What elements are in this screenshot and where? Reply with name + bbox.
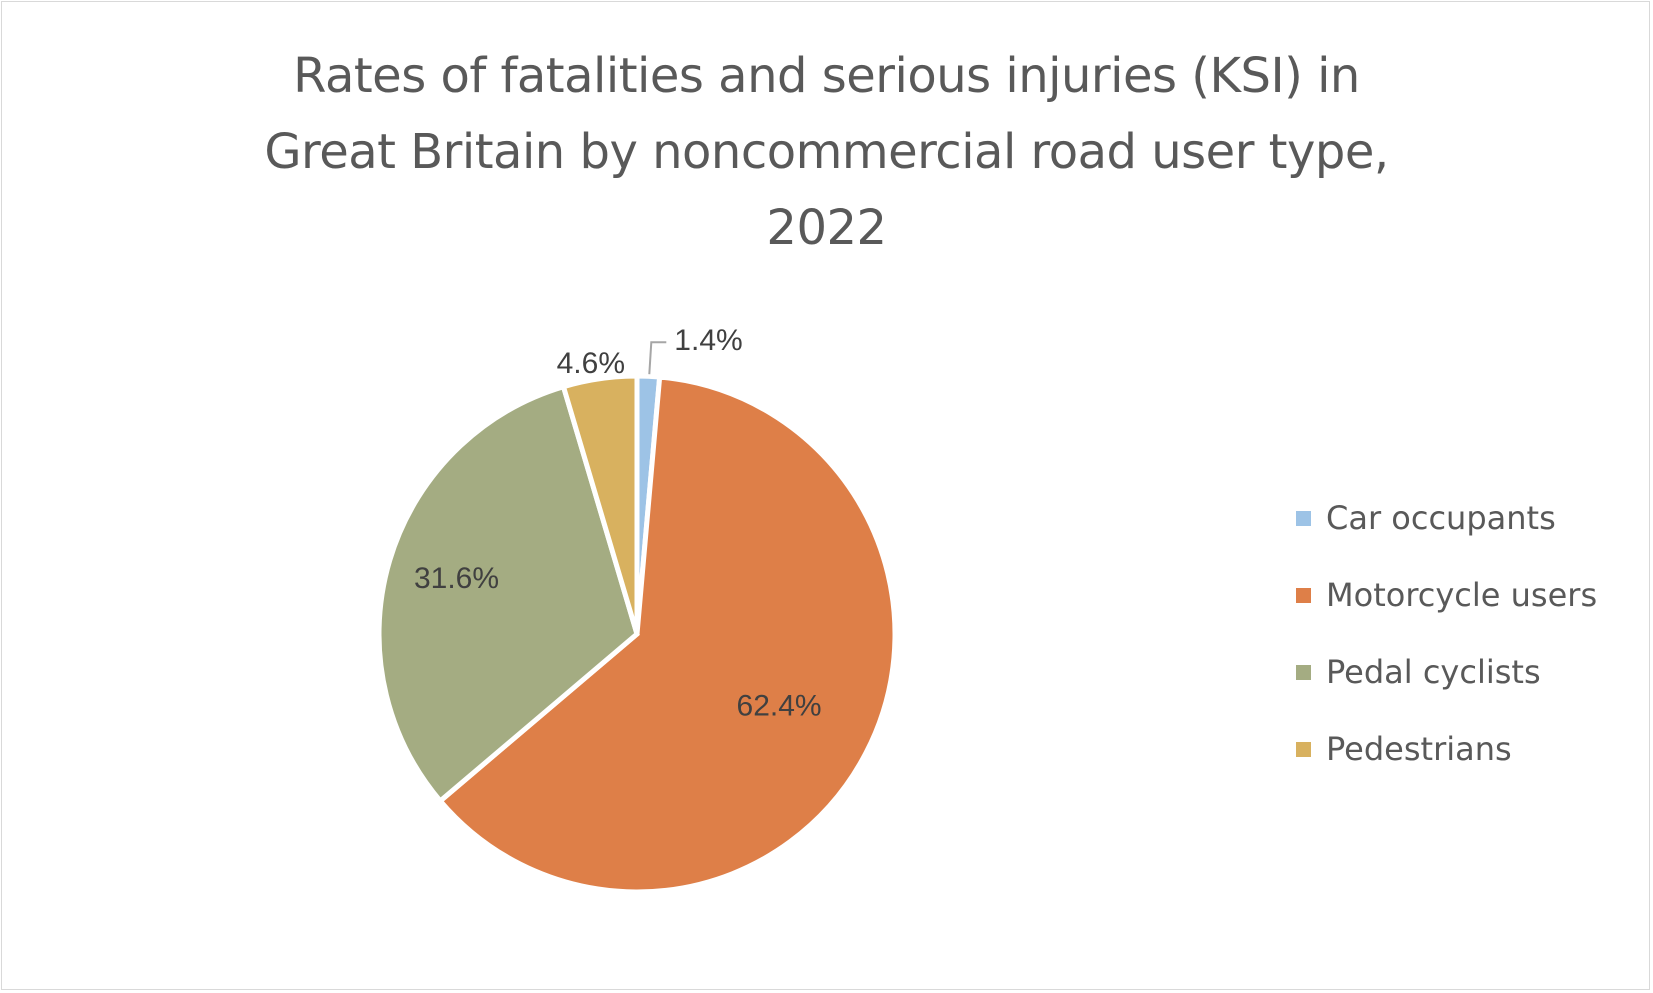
legend-swatch-motorcycle-users: [1296, 588, 1311, 603]
legend-item-pedestrians: Pedestrians: [1296, 726, 1597, 803]
legend-item-pedal-cyclists: Pedal cyclists: [1296, 649, 1597, 726]
chart-title-line-2: Great Britain by noncommercial road user…: [264, 124, 1389, 180]
data-label-pedestrians: 4.6%: [557, 347, 625, 380]
legend-item-car-occupants: Car occupants: [1296, 495, 1597, 572]
legend-label-pedestrians: Pedestrians: [1326, 730, 1512, 768]
legend-label-car-occupants: Car occupants: [1326, 499, 1556, 537]
legend-label-pedal-cyclists: Pedal cyclists: [1326, 653, 1541, 691]
legend-swatch-pedestrians: [1296, 742, 1311, 757]
pie-slice-pedal-cyclists: [376, 383, 640, 805]
data-label-motorcycle-users: 62.4%: [737, 689, 822, 722]
legend-label-motorcycle-users: Motorcycle users: [1326, 576, 1598, 614]
chart-title: Rates of fatalities and serious injuries…: [0, 38, 1653, 266]
legend-swatch-car-occupants: [1296, 511, 1311, 526]
pie-slice-motorcycle-users: [436, 374, 898, 895]
chart-title-line-3: 2022: [766, 200, 887, 256]
chart-legend: Car occupants Motorcycle users Pedal cycli…: [1296, 495, 1597, 803]
chart-title-line-1: Rates of fatalities and serious injuries…: [293, 48, 1360, 104]
leader-line-car-occupants: [648, 341, 667, 375]
pie-slices: [376, 373, 898, 895]
data-label-pedal-cyclists: 31.6%: [414, 562, 499, 595]
data-label-car-occupants: 1.4%: [674, 324, 742, 357]
pie-slice-pedestrians: [560, 373, 640, 635]
legend-swatch-pedal-cyclists: [1296, 665, 1311, 680]
legend-item-motorcycle-users: Motorcycle users: [1296, 572, 1597, 649]
pie-data-labels: 1.4% 62.4% 31.6% 4.6%: [414, 324, 822, 722]
